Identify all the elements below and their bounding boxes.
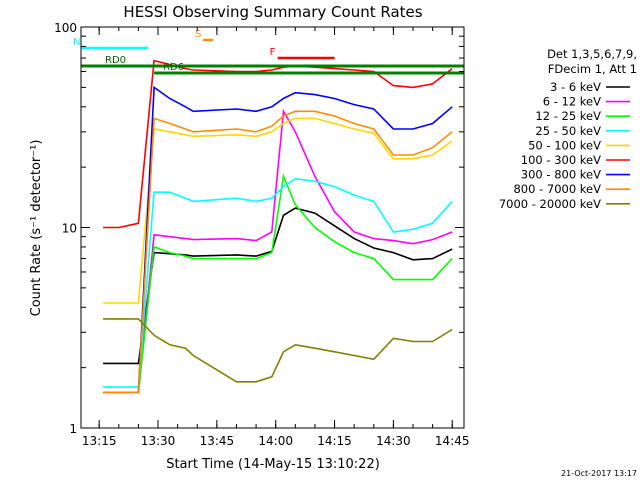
- chart-title: HESSI Observing Summary Count Rates: [123, 3, 422, 21]
- series-line-300-800-kev: [103, 85, 453, 394]
- series-line-50-100-kev: [103, 117, 453, 304]
- flag-label-rd0: RD0: [105, 55, 126, 66]
- series-line-3-6-kev: [103, 207, 453, 365]
- y-tick-label: 100: [54, 21, 77, 35]
- axis-layer: 13:15 13:30 13:45 14:00 14:15 14:30 14:45 1 10 10…: [54, 21, 469, 448]
- legend-label-12-25-kev: 12 - 25 keV: [535, 109, 601, 123]
- x-axis-label: Start Time (14-May-15 13:10:22): [166, 457, 380, 472]
- x-tick-label: 14:45: [435, 434, 470, 448]
- flag-label-n: N: [73, 37, 80, 48]
- legend-label-7000-20000-kev: 7000 - 20000 keV: [499, 197, 601, 211]
- series-line-7000-20000-kev: [103, 318, 453, 383]
- series-line-100-300-kev: [103, 59, 453, 229]
- legend-header-line-1: Det 1,3,5,6,7,9,: [547, 47, 637, 61]
- x-tick-label: 13:30: [141, 434, 176, 448]
- x-tick-label: 14:00: [258, 434, 293, 448]
- legend-header-line-2: FDecim 1, Att 1: [548, 62, 637, 76]
- legend-label-25-50-kev: 25 - 50 keV: [535, 124, 601, 138]
- legend-label-3-6-kev: 3 - 6 keV: [550, 80, 601, 94]
- legend-label-100-300-kev: 100 - 300 keV: [521, 153, 601, 167]
- legend-label-300-800-kev: 300 - 800 keV: [521, 168, 601, 182]
- y-axis-label: Count Rate (s⁻¹ detector⁻¹): [29, 140, 44, 317]
- flag-layer: N S F RD0 RD6: [73, 29, 464, 75]
- legend-label-6-12-kev: 6 - 12 keV: [543, 95, 601, 109]
- series-line-12-25-kev: [103, 173, 453, 394]
- series-line-25-50-kev: [103, 177, 453, 388]
- flag-label-rd6: RD6: [163, 62, 184, 73]
- series-line-6-12-kev: [103, 108, 453, 394]
- x-tick-label: 13:15: [82, 434, 117, 448]
- date-stamp: 21-Oct-2017 13:17: [561, 469, 637, 478]
- x-tick-label: 14:30: [376, 434, 411, 448]
- flag-label-s: S: [195, 29, 201, 40]
- series-line-800-7000-kev: [103, 110, 453, 394]
- legend-label-800-7000-kev: 800 - 7000 keV: [513, 182, 601, 196]
- legend-label-50-100-kev: 50 - 100 keV: [528, 138, 601, 152]
- y-tick-label: 10: [62, 222, 77, 236]
- x-tick-label: 14:15: [317, 434, 352, 448]
- data-layer: [103, 59, 453, 394]
- flag-label-f: F: [270, 47, 276, 58]
- x-tick-label: 13:45: [200, 434, 235, 448]
- y-tick-label: 1: [69, 422, 77, 436]
